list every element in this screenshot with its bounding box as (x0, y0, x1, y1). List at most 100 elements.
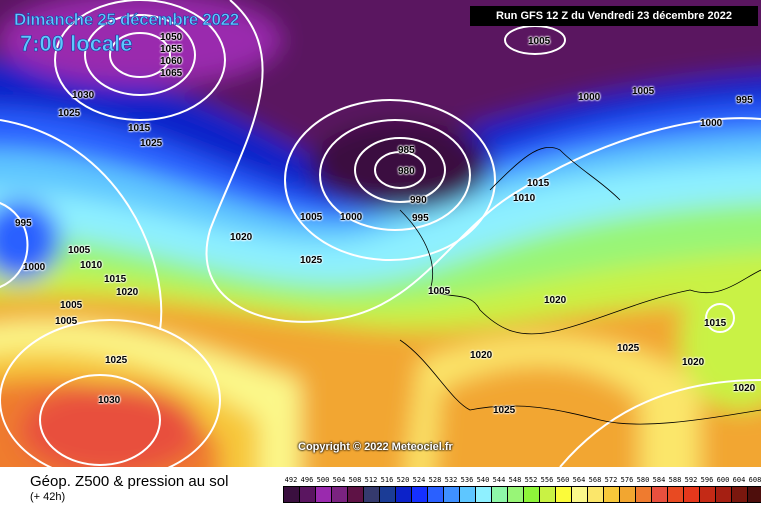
legend-entry: 556 (539, 476, 555, 503)
legend-entry: 504 (331, 476, 347, 503)
pressure-label: 1020 (470, 350, 493, 361)
legend-value: 532 (444, 476, 458, 484)
legend-value: 548 (508, 476, 522, 484)
legend-entry: 516 (379, 476, 395, 503)
pressure-label: 1055 (160, 44, 183, 55)
chart-title: Géop. Z500 & pression au sol (30, 473, 229, 490)
legend-entry: 520 (395, 476, 411, 503)
legend-entry: 528 (427, 476, 443, 503)
legend-entry: 536 (459, 476, 475, 503)
pressure-label: 1025 (58, 108, 81, 119)
legend-value: 552 (524, 476, 538, 484)
legend-swatch (683, 486, 699, 503)
pressure-label: 1050 (160, 32, 183, 43)
pressure-label: 1010 (80, 260, 103, 271)
legend-value: 556 (540, 476, 554, 484)
legend-entry: 584 (651, 476, 667, 503)
legend-entry: 540 (475, 476, 491, 503)
pressure-label: 1025 (105, 355, 128, 366)
legend-swatch (379, 486, 395, 503)
legend-value: 560 (556, 476, 570, 484)
legend-swatch (539, 486, 555, 503)
pressure-label: 1025 (140, 138, 163, 149)
pressure-label: 1015 (527, 178, 550, 189)
legend-swatch (491, 486, 507, 503)
run-info: Run GFS 12 Z du Vendredi 23 décembre 202… (470, 6, 758, 26)
legend-entry: 524 (411, 476, 427, 503)
legend-swatch (331, 486, 347, 503)
legend-value: 608 (748, 476, 761, 484)
pressure-label: 1005 (55, 316, 78, 327)
legend-value: 596 (700, 476, 714, 484)
legend-value: 512 (364, 476, 378, 484)
legend-entry: 592 (683, 476, 699, 503)
legend-value: 588 (668, 476, 682, 484)
pressure-label: 1005 (68, 245, 91, 256)
pressure-label: 1005 (428, 286, 451, 297)
forecast-date: Dimanche 25 décembre 2022 (14, 10, 240, 30)
legend-value: 564 (572, 476, 586, 484)
pressure-label: 985 (398, 145, 415, 156)
pressure-label: 1005 (632, 86, 655, 97)
legend-entry: 568 (587, 476, 603, 503)
pressure-label: 1000 (340, 212, 363, 223)
legend-swatch (731, 486, 747, 503)
legend-value: 516 (380, 476, 394, 484)
pressure-label: 995 (736, 95, 753, 106)
pressure-label: 1030 (72, 90, 95, 101)
legend-value: 544 (492, 476, 506, 484)
legend-swatch (603, 486, 619, 503)
legend-entry: 508 (347, 476, 363, 503)
pressure-label: 1015 (104, 274, 127, 285)
legend-entry: 512 (363, 476, 379, 503)
geopotential-map: 1050 1055 1060 1065 1030 1025 1015 1025 995 1000 1… (0, 0, 761, 467)
pressure-label: 1020 (733, 383, 756, 394)
legend-value: 524 (412, 476, 426, 484)
legend-swatch (747, 486, 761, 503)
legend-entry: 552 (523, 476, 539, 503)
legend-swatch (571, 486, 587, 503)
pressure-label: 1000 (700, 118, 723, 129)
pressure-label: 1065 (160, 68, 183, 79)
pressure-label: 995 (412, 213, 429, 224)
pressure-label: 1030 (98, 395, 121, 406)
legend-entry: 576 (619, 476, 635, 503)
legend-swatch (587, 486, 603, 503)
legend-value: 500 (316, 476, 330, 484)
legend-entry: 572 (603, 476, 619, 503)
legend-entry: 580 (635, 476, 651, 503)
legend-swatch (619, 486, 635, 503)
pressure-label: 990 (410, 195, 427, 206)
legend-value: 572 (604, 476, 618, 484)
legend-entry: 548 (507, 476, 523, 503)
legend-swatch (443, 486, 459, 503)
legend-swatch (635, 486, 651, 503)
legend-swatch (475, 486, 491, 503)
pressure-label: 980 (398, 166, 415, 177)
legend-swatch (507, 486, 523, 503)
legend-value: 584 (652, 476, 666, 484)
legend-value: 604 (732, 476, 746, 484)
legend-value: 580 (636, 476, 650, 484)
pressure-label: 1060 (160, 56, 183, 67)
legend-swatch (667, 486, 683, 503)
legend-swatch (459, 486, 475, 503)
pressure-label: 1015 (704, 318, 727, 329)
pressure-label: 1015 (128, 123, 151, 134)
legend-entry: 604 (731, 476, 747, 503)
pressure-label: 1020 (544, 295, 567, 306)
legend-swatch (555, 486, 571, 503)
legend-value: 496 (300, 476, 314, 484)
legend-value: 568 (588, 476, 602, 484)
legend-value: 504 (332, 476, 346, 484)
pressure-label: 1025 (493, 405, 516, 416)
forecast-time: 7:00 locale (20, 31, 133, 57)
pressure-label: 1020 (230, 232, 253, 243)
isobars (0, 0, 761, 467)
legend-value: 592 (684, 476, 698, 484)
legend-swatch (411, 486, 427, 503)
legend-value: 600 (716, 476, 730, 484)
map-canvas (0, 0, 761, 467)
legend-swatch (347, 486, 363, 503)
